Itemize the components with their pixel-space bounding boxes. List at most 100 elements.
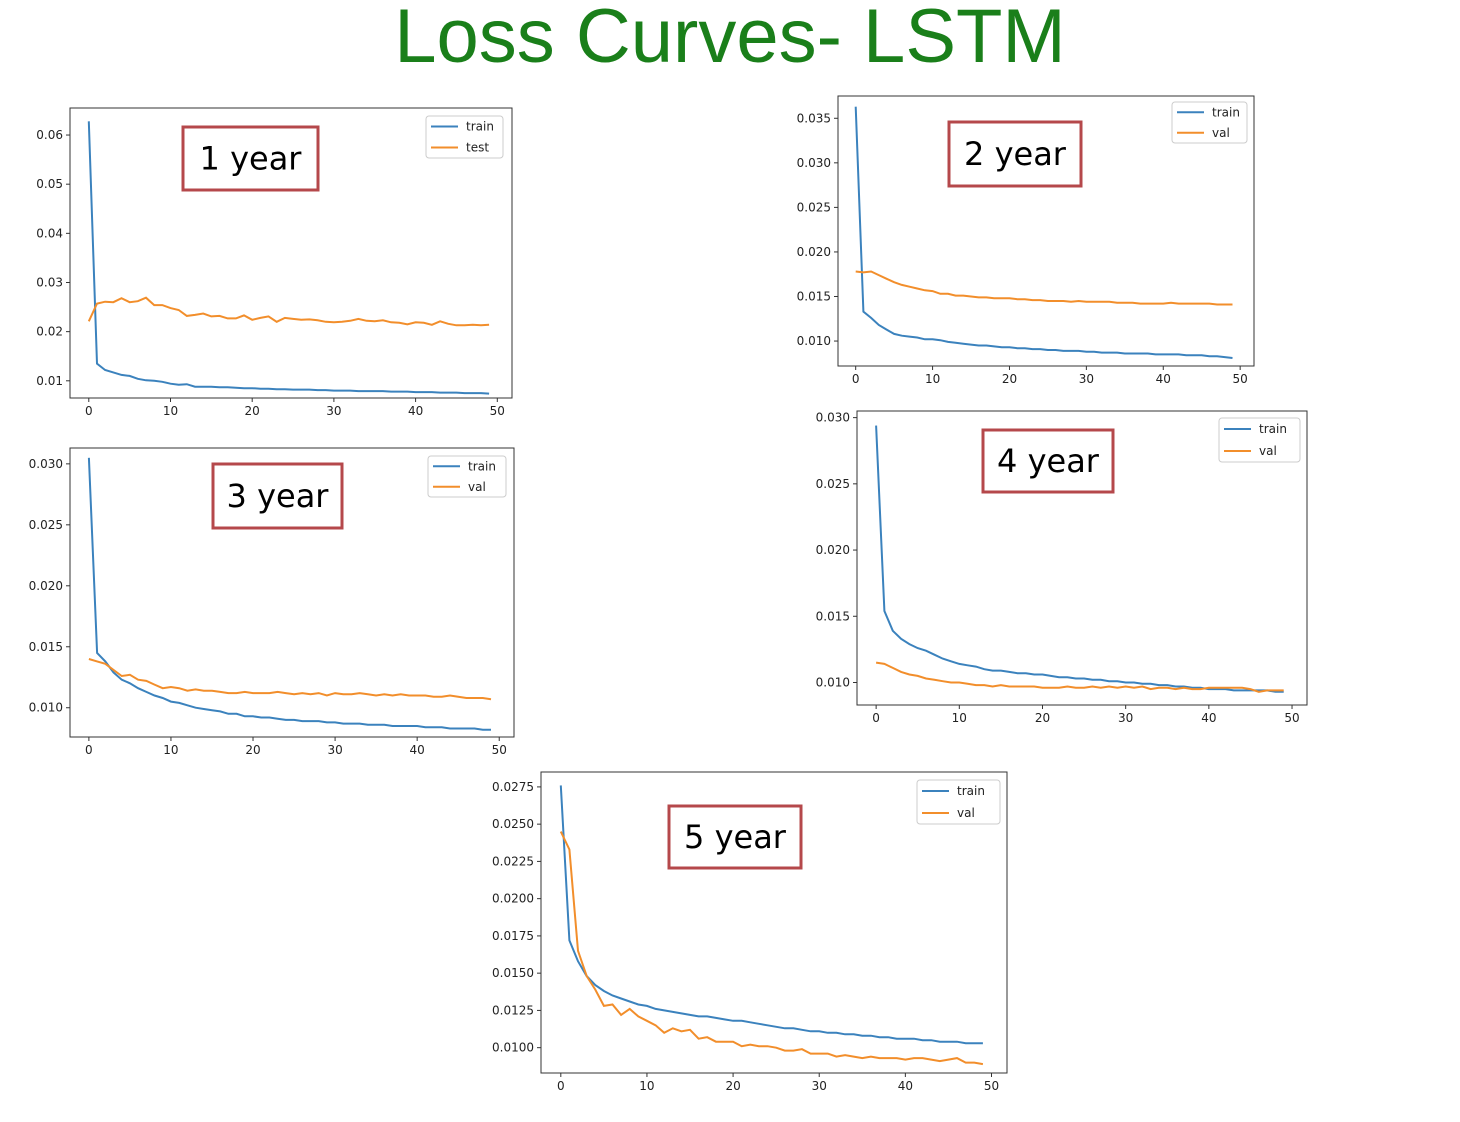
x-tick-label: 20 xyxy=(1035,711,1050,725)
legend: train val xyxy=(427,455,507,498)
x-tick-label: 50 xyxy=(984,1079,999,1093)
slide-title: Loss Curves- LSTM xyxy=(394,0,1066,79)
legend-label-train: train xyxy=(468,459,496,473)
y-tick-label: 0.06 xyxy=(36,128,63,142)
legend: train val xyxy=(1218,417,1301,463)
series-line-val xyxy=(559,831,984,1066)
y-tick-label: 0.035 xyxy=(797,111,831,125)
series-line-train xyxy=(87,457,491,731)
chart-panel-3: 0 10 20 30 40 50 0.010 0.015 0.020 0.025 0.030 trai… xyxy=(29,447,515,757)
y-tick-label: 0.02 xyxy=(36,325,63,339)
series-line-train xyxy=(87,121,490,395)
period-label-text: 1 year xyxy=(200,140,303,178)
y-tick-label: 0.030 xyxy=(797,156,831,170)
legend: train val xyxy=(1171,101,1248,144)
y-tick-label: 0.025 xyxy=(29,518,63,532)
series-line-val xyxy=(875,661,1284,693)
series-line-train xyxy=(854,106,1233,359)
y-tick-label: 0.0225 xyxy=(492,854,534,868)
y-tick-label: 0.025 xyxy=(797,200,831,214)
period-label-box: 2 year xyxy=(947,120,1083,188)
period-label-text: 2 year xyxy=(964,135,1067,173)
y-tick-label: 0.020 xyxy=(29,579,63,593)
x-tick-label: 0 xyxy=(85,404,93,418)
legend-label-train: train xyxy=(1212,105,1240,119)
x-tick-label: 40 xyxy=(1156,372,1171,386)
y-tick-label: 0.025 xyxy=(816,477,850,491)
x-tick-label: 30 xyxy=(1079,372,1094,386)
y-tick-label: 0.020 xyxy=(816,543,850,557)
plot-frame xyxy=(837,95,1255,367)
period-label-border xyxy=(211,462,344,530)
x-tick-label: 40 xyxy=(898,1079,913,1093)
x-tick-label: 20 xyxy=(1002,372,1017,386)
x-tick-label: 10 xyxy=(925,372,940,386)
x-tick-label: 50 xyxy=(1233,372,1248,386)
x-tick-label: 0 xyxy=(872,711,880,725)
x-tick-label: 30 xyxy=(812,1079,827,1093)
x-tick-label: 0 xyxy=(85,743,93,757)
x-tick-label: 10 xyxy=(952,711,967,725)
period-label-box: 4 year xyxy=(981,428,1115,494)
period-label-box: 3 year xyxy=(211,462,344,530)
period-label-border xyxy=(667,804,803,870)
y-tick-label: 0.0200 xyxy=(492,892,534,906)
period-label-border xyxy=(947,120,1083,188)
x-tick-label: 20 xyxy=(245,743,260,757)
x-tick-label: 20 xyxy=(245,404,260,418)
y-tick-label: 0.0125 xyxy=(492,1003,534,1017)
plot-frame xyxy=(69,447,515,738)
legend-label-test: test xyxy=(466,141,489,155)
plot-frame xyxy=(69,107,513,399)
y-tick-label: 0.05 xyxy=(36,177,63,191)
y-tick-label: 0.0175 xyxy=(492,929,534,943)
legend-label-val: val xyxy=(468,480,486,494)
x-tick-label: 10 xyxy=(639,1079,654,1093)
series-line-train xyxy=(559,785,983,1045)
y-tick-label: 0.0100 xyxy=(492,1041,534,1055)
x-tick-label: 10 xyxy=(163,743,178,757)
legend: train test xyxy=(425,115,504,159)
series-line-test xyxy=(87,296,490,327)
series-line-train xyxy=(875,425,1284,693)
legend-label-train: train xyxy=(1259,422,1287,436)
x-tick-label: 30 xyxy=(1118,711,1133,725)
x-tick-label: 50 xyxy=(490,404,505,418)
y-tick-label: 0.015 xyxy=(29,640,63,654)
x-tick-label: 30 xyxy=(327,743,342,757)
y-tick-label: 0.0275 xyxy=(492,780,534,794)
y-tick-label: 0.010 xyxy=(816,675,850,689)
legend-label-val: val xyxy=(957,806,975,820)
chart-panel-2: 0 10 20 30 40 50 0.010 0.015 0.020 0.025 0.030 0.03… xyxy=(797,95,1255,386)
y-tick-label: 0.0150 xyxy=(492,966,534,980)
x-tick-label: 10 xyxy=(163,404,178,418)
y-tick-label: 0.030 xyxy=(816,411,850,425)
x-tick-label: 40 xyxy=(410,743,425,757)
chart-panel-1: 0 10 20 30 40 50 0.01 0.02 0.03 0.04 0.05 0.06 train… xyxy=(36,107,513,418)
x-tick-label: 50 xyxy=(1284,711,1299,725)
y-tick-label: 0.015 xyxy=(797,289,831,303)
y-tick-label: 0.010 xyxy=(797,334,831,348)
y-tick-label: 0.030 xyxy=(29,457,63,471)
y-tick-label: 0.015 xyxy=(816,609,850,623)
legend-label-train: train xyxy=(957,784,985,798)
y-tick-label: 0.010 xyxy=(29,701,63,715)
y-tick-label: 0.0250 xyxy=(492,817,534,831)
legend-label-train: train xyxy=(466,120,494,134)
x-tick-label: 30 xyxy=(326,404,341,418)
series-line-val xyxy=(88,658,492,701)
x-tick-label: 0 xyxy=(557,1079,565,1093)
period-label-border xyxy=(181,125,320,192)
period-label-text: 5 year xyxy=(684,818,787,856)
y-tick-label: 0.020 xyxy=(797,245,831,259)
period-label-text: 4 year xyxy=(997,442,1100,480)
period-label-box: 5 year xyxy=(667,804,803,870)
x-tick-label: 40 xyxy=(1201,711,1216,725)
y-tick-label: 0.03 xyxy=(36,275,63,289)
period-label-border xyxy=(981,428,1115,494)
x-tick-label: 0 xyxy=(852,372,860,386)
chart-panel-5: 0 10 20 30 40 50 0.0100 0.0125 0.0150 0.0175 0.020… xyxy=(492,771,1008,1093)
series-line-val xyxy=(855,270,1233,306)
legend-label-val: val xyxy=(1212,126,1230,140)
